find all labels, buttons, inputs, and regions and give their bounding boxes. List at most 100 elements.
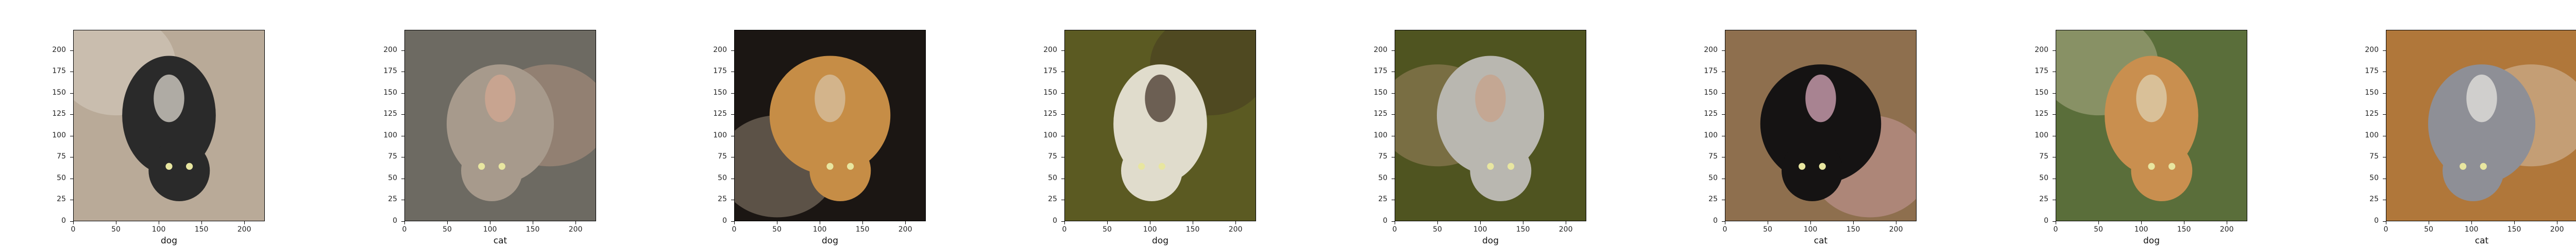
y-tick-label: 25 [718,195,727,204]
x-tick-mark [862,221,863,224]
animal-eye [1819,163,1826,170]
animal-head [148,140,210,202]
x-tick-label: 150 [526,225,540,234]
y-tick-label: 125 [52,110,66,118]
y-tick-label: 0 [1713,217,1718,225]
image-panel: 200 175 150 125 100 75 50 25 0 0 50 100 150 200 cat [2365,0,2576,247]
x-tick-label: 50 [1103,225,1112,234]
y-tick-mark [2053,93,2056,94]
animal-eye [2168,163,2176,170]
x-tick-label: 200 [898,225,912,234]
y-tick-mark [2053,221,2056,222]
image-frame [2056,30,2247,221]
x-tick-label: 200 [568,225,583,234]
x-tick-mark [1853,221,1854,224]
x-tick-label: 200 [2550,225,2564,234]
y-tick-label: 75 [1708,152,1718,161]
y-tick-label: 200 [2035,45,2048,54]
x-tick-mark [447,221,448,224]
y-tick-label: 100 [1374,131,1387,139]
x-tick-mark [1437,221,1438,224]
animal-eye [1158,163,1165,170]
y-tick-label: 100 [1704,131,1718,139]
y-tick-label: 175 [1704,67,1718,76]
y-tick-mark [1061,114,1064,115]
y-tick-label: 75 [2369,152,2379,161]
y-tick-mark [1061,221,1064,222]
animal-eye [2148,163,2155,170]
y-tick-label: 75 [1378,152,1387,161]
animal-eye [1507,163,1515,170]
x-tick-mark [1064,221,1065,224]
x-tick-label: 0 [1392,225,1397,234]
image-panel: 200 175 150 125 100 75 50 25 0 0 50 100 150 200 cat [383,0,693,247]
animal-eye [498,163,505,170]
y-tick-label: 175 [52,67,66,76]
y-tick-label: 50 [2039,173,2048,182]
y-tick-label: 0 [61,217,66,225]
animal-photo [2386,30,2576,221]
animal-photo [1395,30,1586,221]
y-tick-label: 200 [52,45,66,54]
y-tick-label: 0 [2044,217,2048,225]
y-tick-label: 100 [713,131,727,139]
y-tick-mark [1722,93,1725,94]
animal-head [1121,140,1182,202]
y-tick-label: 25 [1708,195,1718,204]
x-tick-mark [2141,221,2142,224]
x-tick-label: 100 [812,225,827,234]
class-label: dog [1482,236,1499,246]
animal-eye [165,163,173,170]
y-tick-mark [1392,114,1395,115]
animal-head [809,140,871,202]
y-tick-label: 150 [1043,88,1057,97]
animal-eye [478,163,485,170]
x-tick-mark [404,221,405,224]
y-tick-mark [2053,50,2056,51]
y-tick-mark [1722,221,1725,222]
y-tick-mark [1392,50,1395,51]
x-tick-mark [244,221,245,224]
x-tick-label: 150 [855,225,870,234]
y-tick-label: 0 [2374,217,2379,225]
x-tick-label: 0 [2053,225,2058,234]
x-tick-label: 100 [1803,225,1818,234]
class-label: dog [822,236,838,246]
y-tick-mark [401,114,404,115]
x-tick-label: 50 [2424,225,2433,234]
animal-head [1782,140,1843,202]
animal-eye [2460,163,2467,170]
y-tick-mark [70,50,73,51]
y-tick-label: 150 [2365,88,2379,97]
y-tick-label: 150 [383,88,397,97]
image-frame [1395,30,1586,221]
animal-eye [1487,163,1494,170]
x-tick-label: 50 [2094,225,2103,234]
y-tick-mark [70,114,73,115]
x-tick-mark [1810,221,1811,224]
y-tick-label: 100 [383,131,397,139]
x-tick-label: 0 [1722,225,1727,234]
y-tick-mark [731,50,734,51]
x-tick-mark [905,221,906,224]
image-panel: 200 175 150 125 100 75 50 25 0 0 50 100 150 200 dog [52,0,362,247]
image-panel: 200 175 150 125 100 75 50 25 0 0 50 100 150 200 dog [2035,0,2344,247]
x-tick-mark [2471,221,2472,224]
animal-head [2131,140,2193,202]
y-tick-label: 100 [2365,131,2379,139]
y-tick-mark [1061,93,1064,94]
y-tick-label: 175 [2365,67,2379,76]
x-tick-mark [2514,221,2515,224]
y-tick-label: 125 [1704,110,1718,118]
animal-photo [405,30,596,221]
y-tick-label: 75 [2039,152,2048,161]
y-tick-label: 150 [2035,88,2048,97]
image-frame [1725,30,1917,221]
animal-eye [1799,163,1806,170]
y-tick-mark [1392,221,1395,222]
animal-photo [735,30,925,221]
image-frame [2386,30,2576,221]
x-tick-label: 150 [1846,225,1860,234]
y-tick-label: 75 [1048,152,1057,161]
